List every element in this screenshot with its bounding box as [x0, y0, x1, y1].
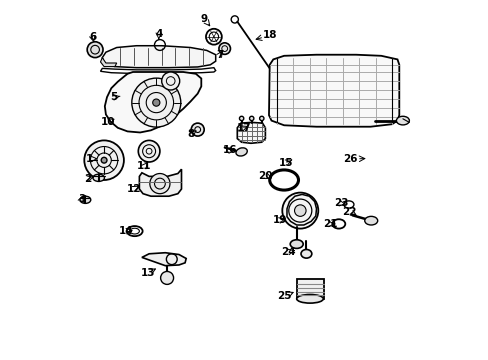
Polygon shape: [139, 169, 181, 196]
Text: 17: 17: [236, 123, 250, 133]
Ellipse shape: [289, 240, 303, 248]
Text: 3: 3: [78, 194, 85, 204]
Text: 13: 13: [141, 268, 155, 278]
Ellipse shape: [80, 196, 91, 203]
Circle shape: [152, 99, 160, 106]
Circle shape: [138, 140, 160, 162]
Circle shape: [84, 140, 123, 180]
Circle shape: [101, 157, 107, 163]
Text: 26: 26: [343, 154, 357, 164]
Text: 24: 24: [281, 247, 295, 257]
Circle shape: [132, 78, 181, 127]
Text: 19: 19: [272, 215, 286, 225]
Text: 18: 18: [263, 30, 277, 40]
Circle shape: [162, 72, 179, 90]
Circle shape: [149, 174, 170, 194]
Circle shape: [239, 116, 244, 121]
Text: 7: 7: [216, 50, 223, 60]
Circle shape: [249, 116, 253, 121]
Text: 14: 14: [119, 226, 133, 236]
Ellipse shape: [364, 216, 377, 225]
Text: 2: 2: [84, 174, 91, 184]
Text: 20: 20: [258, 171, 272, 181]
Text: 10: 10: [101, 117, 116, 127]
Polygon shape: [102, 46, 215, 68]
Text: 23: 23: [333, 198, 347, 208]
Circle shape: [191, 123, 204, 136]
Text: 5: 5: [110, 92, 118, 102]
Circle shape: [259, 116, 264, 121]
Text: 15: 15: [278, 158, 292, 168]
Ellipse shape: [301, 249, 311, 258]
Text: 22: 22: [342, 207, 356, 217]
Text: 6: 6: [89, 32, 96, 42]
Ellipse shape: [93, 174, 104, 181]
Polygon shape: [237, 122, 265, 143]
Circle shape: [160, 271, 173, 284]
Polygon shape: [268, 55, 399, 127]
Text: 8: 8: [187, 129, 194, 139]
Polygon shape: [101, 58, 117, 67]
Ellipse shape: [396, 116, 408, 125]
Ellipse shape: [236, 148, 247, 156]
Text: 21: 21: [322, 219, 337, 229]
Polygon shape: [296, 279, 323, 299]
Text: 11: 11: [137, 161, 151, 171]
Text: 1: 1: [85, 154, 92, 164]
Polygon shape: [142, 253, 186, 266]
Text: 16: 16: [223, 145, 237, 156]
Text: 12: 12: [126, 184, 141, 194]
Circle shape: [219, 43, 230, 54]
Ellipse shape: [296, 294, 323, 303]
Text: 9: 9: [200, 14, 207, 24]
Text: 25: 25: [277, 291, 291, 301]
Circle shape: [294, 205, 305, 216]
Text: 4: 4: [155, 29, 162, 39]
Circle shape: [87, 42, 103, 58]
Circle shape: [282, 193, 318, 229]
Polygon shape: [104, 72, 201, 132]
